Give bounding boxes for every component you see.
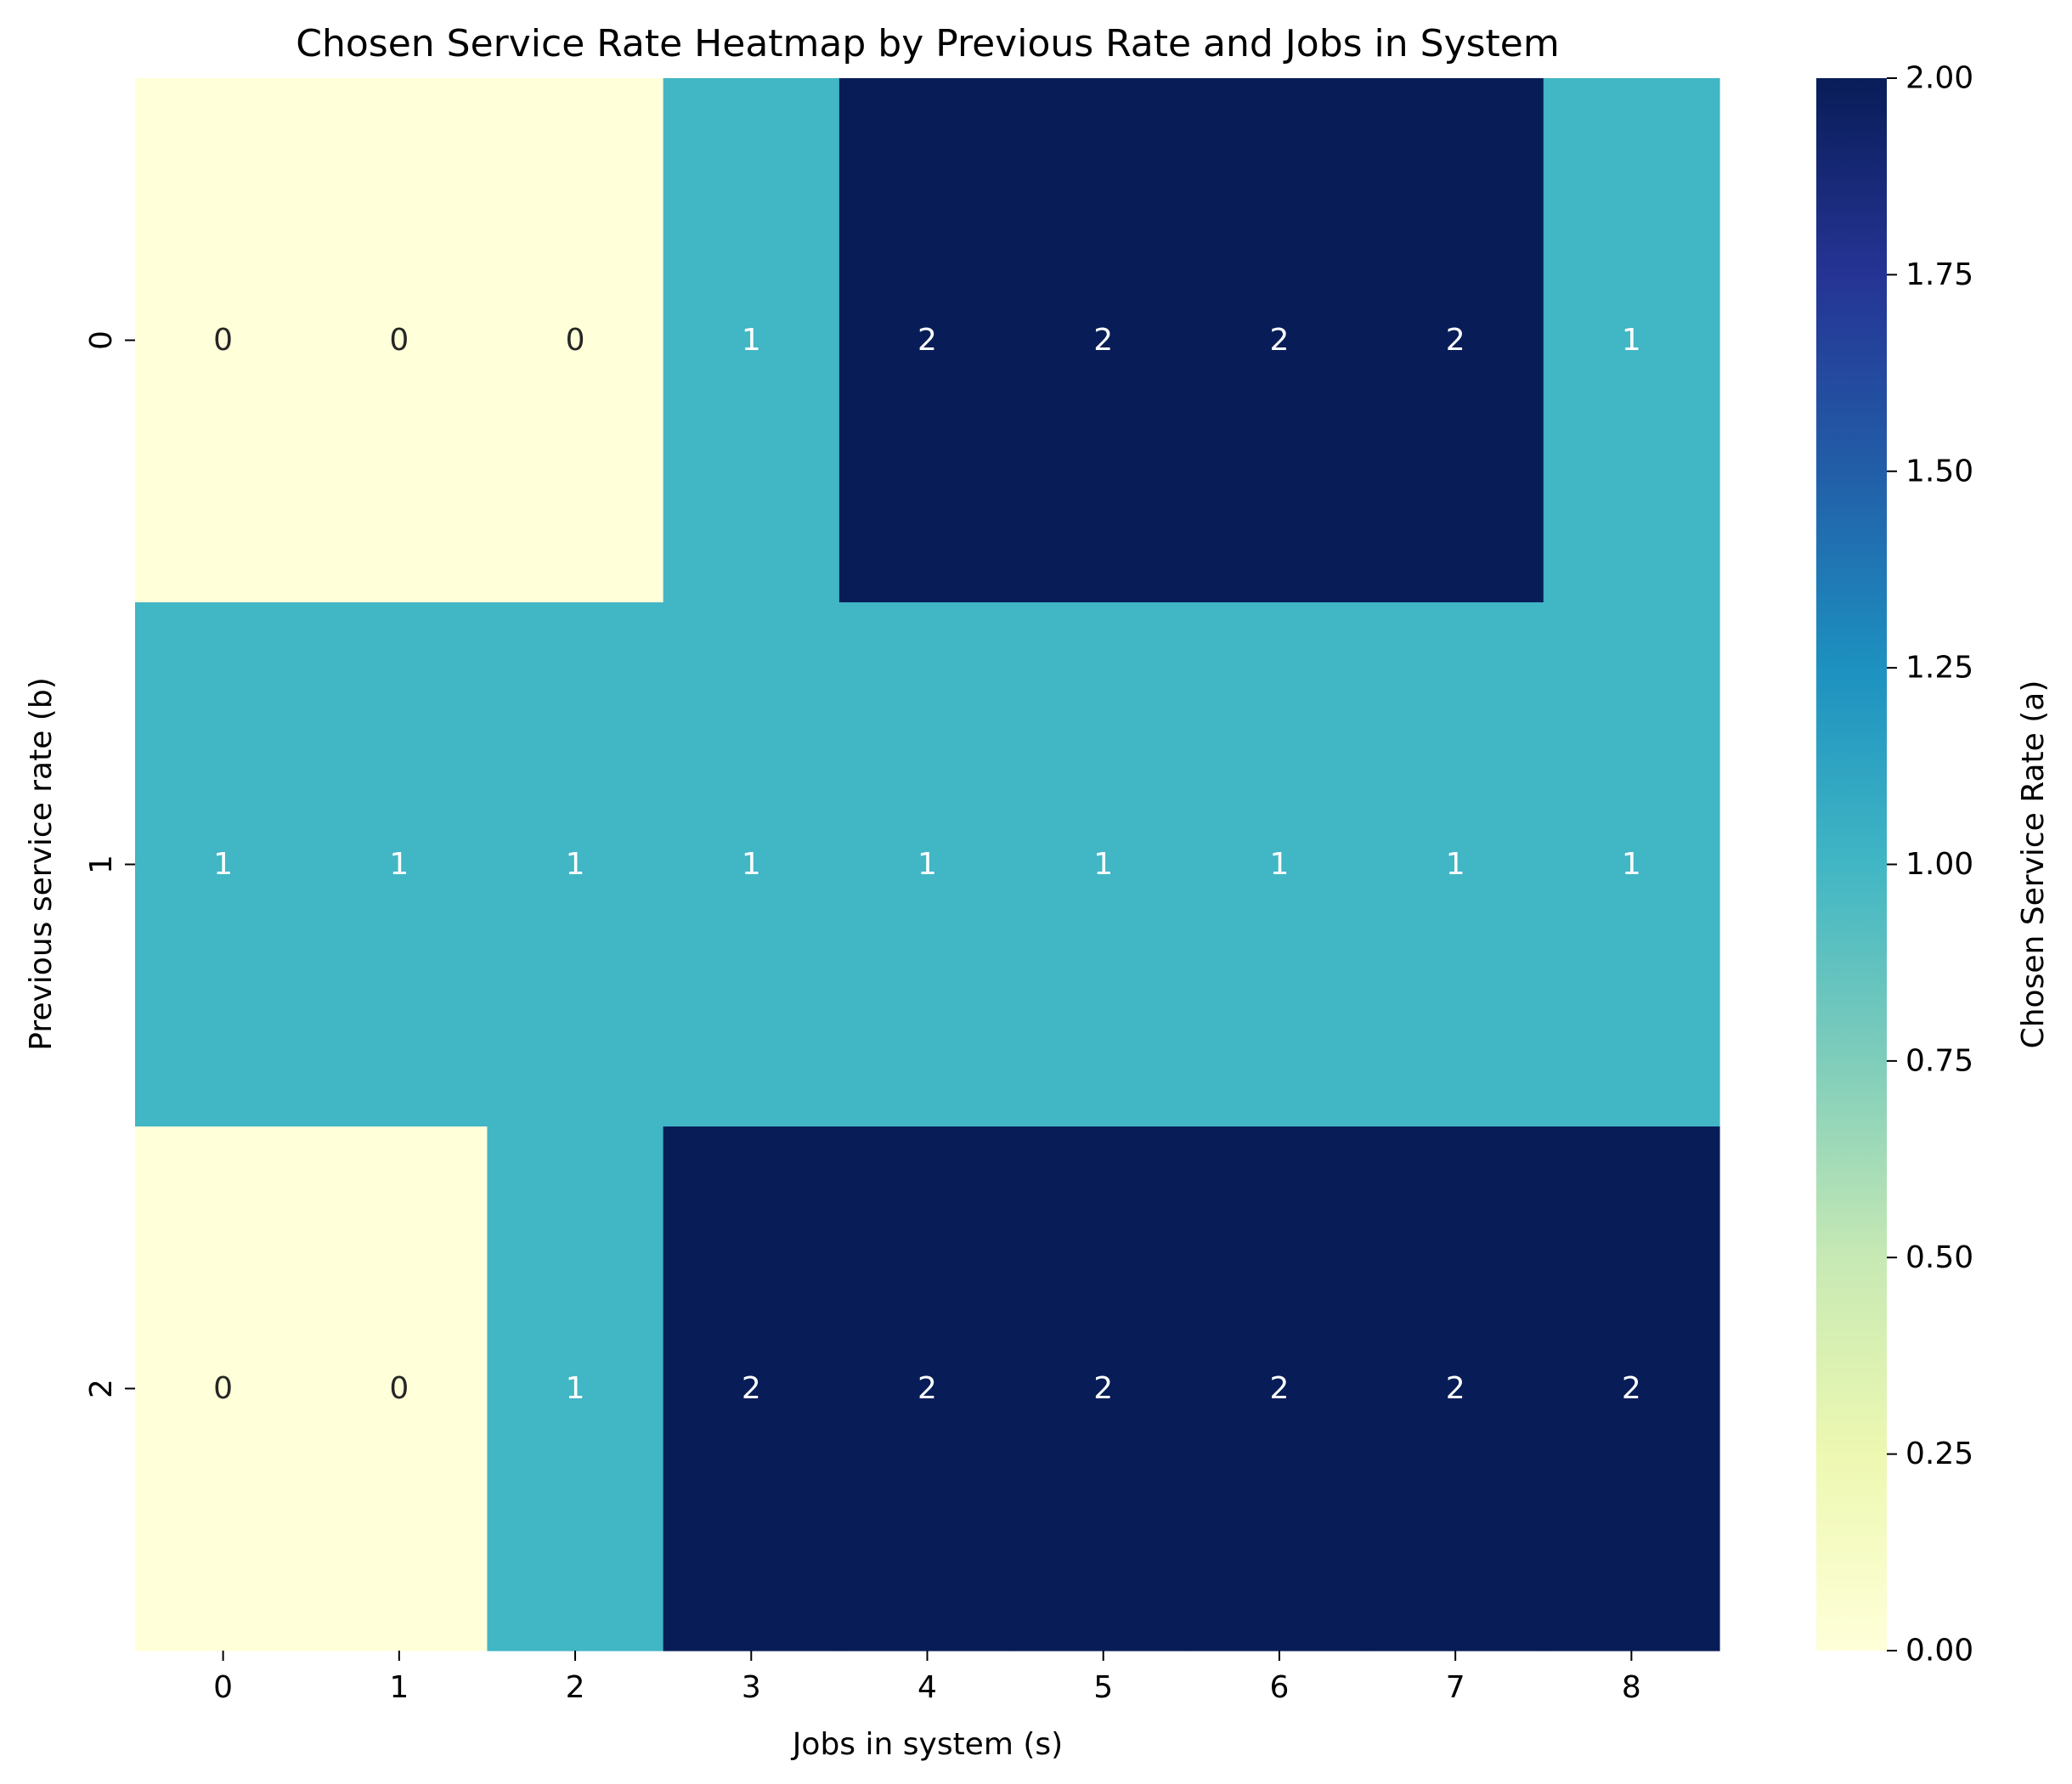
heatmap-cell — [135, 78, 312, 603]
heatmap-cell — [838, 78, 1016, 603]
heatmap-cell — [135, 1126, 312, 1651]
colorbar: 0.00 0.25 0.50 0.75 1.00 1.25 1.50 1.75 2.00 Cho… — [1816, 61, 2051, 1668]
heatmap-cell — [1191, 602, 1369, 1127]
heatmap-cell — [311, 78, 488, 603]
x-axis: 0 1 2 3 4 5 6 7 8 — [213, 1651, 1641, 1705]
x-tick-label: 5 — [1093, 1670, 1113, 1705]
cell-value-label: 2 — [917, 1371, 937, 1406]
y-tick-label: 1 — [84, 855, 119, 874]
heatmap-cell — [487, 602, 664, 1127]
cell-value-label: 1 — [389, 847, 409, 882]
y-tick-label: 2 — [84, 1379, 119, 1398]
x-tick-label: 1 — [389, 1670, 409, 1705]
heatmap-cell — [311, 602, 488, 1127]
heatmap-cell — [1543, 1126, 1720, 1651]
chart-title: Chosen Service Rate Heatmap by Previous … — [296, 22, 1559, 65]
heatmap-cell — [1367, 602, 1544, 1127]
heatmap-cell — [1191, 78, 1369, 603]
heatmap-cell — [838, 602, 1016, 1127]
cell-value-label: 2 — [917, 323, 937, 358]
cell-value-label: 1 — [213, 847, 233, 882]
colorbar-tick-label: 0.00 — [1905, 1634, 1973, 1668]
heatmap-cell — [1015, 78, 1192, 603]
cell-annotations: 0 0 0 1 2 2 2 2 1 1 1 1 1 1 1 1 1 1 0 0 1 2 2 2 2 2 2 — [213, 323, 1641, 1406]
cell-value-label: 2 — [1093, 1371, 1113, 1406]
cell-value-label: 1 — [1093, 847, 1113, 882]
heatmap-cell — [663, 78, 840, 603]
colorbar-tick-label: 1.75 — [1905, 257, 1973, 292]
cell-value-label: 2 — [1446, 323, 1465, 358]
x-tick-label: 2 — [566, 1670, 585, 1705]
colorbar-label: Chosen Service Rate (a) — [2016, 680, 2051, 1049]
x-tick-label: 4 — [917, 1670, 937, 1705]
colorbar-tick-label: 1.50 — [1905, 454, 1973, 488]
cell-value-label: 2 — [1622, 1371, 1641, 1406]
heatmap-cell — [135, 602, 312, 1127]
cell-value-label: 2 — [1269, 1371, 1289, 1406]
x-tick-label: 7 — [1446, 1670, 1465, 1705]
cell-value-label: 1 — [1622, 847, 1641, 882]
colorbar-tick-label: 0.25 — [1905, 1437, 1973, 1471]
cell-value-label: 2 — [1093, 323, 1113, 358]
x-tick-label: 0 — [213, 1670, 233, 1705]
cell-value-label: 0 — [389, 1371, 409, 1406]
heatmap-cell — [1191, 1126, 1369, 1651]
cell-value-label: 1 — [1622, 323, 1641, 358]
heatmap-cell — [1015, 602, 1192, 1127]
colorbar-ticks: 0.00 0.25 0.50 0.75 1.00 1.25 1.50 1.75 2.00 — [1887, 61, 1973, 1668]
cell-value-label: 1 — [917, 847, 937, 882]
y-axis: 0 1 2 — [84, 330, 135, 1398]
heatmap-cells — [135, 78, 1720, 1651]
colorbar-tick-label: 0.50 — [1905, 1240, 1973, 1275]
heatmap-cell — [1367, 78, 1544, 603]
cell-value-label: 1 — [566, 1371, 585, 1406]
y-tick-label: 0 — [84, 330, 119, 350]
y-axis-label: Previous service rate (b) — [24, 677, 59, 1051]
x-axis-label: Jobs in system (s) — [791, 1727, 1063, 1762]
cell-value-label: 2 — [742, 1371, 761, 1406]
heatmap-cell — [487, 1126, 664, 1651]
heatmap-cell — [1543, 602, 1720, 1127]
cell-value-label: 0 — [213, 323, 233, 358]
heatmap-cell — [663, 602, 840, 1127]
cell-value-label: 0 — [566, 323, 585, 358]
heatmap-cell — [838, 1126, 1016, 1651]
x-tick-label: 8 — [1622, 1670, 1641, 1705]
x-tick-label: 3 — [742, 1670, 761, 1705]
heatmap-cell — [1367, 1126, 1544, 1651]
cell-value-label: 0 — [389, 323, 409, 358]
cell-value-label: 1 — [1446, 847, 1465, 882]
x-tick-label: 6 — [1269, 1670, 1289, 1705]
cell-value-label: 1 — [742, 847, 761, 882]
heatmap-cell — [311, 1126, 488, 1651]
colorbar-tick-label: 0.75 — [1905, 1043, 1973, 1078]
cell-value-label: 0 — [213, 1371, 233, 1406]
colorbar-tick-label: 2.00 — [1905, 61, 1973, 96]
cell-value-label: 2 — [1269, 323, 1289, 358]
heatmap-cell — [1015, 1126, 1192, 1651]
cell-value-label: 1 — [566, 847, 585, 882]
cell-value-label: 2 — [1446, 1371, 1465, 1406]
colorbar-gradient — [1816, 78, 1887, 1651]
heatmap-cell — [663, 1126, 840, 1651]
heatmap-cell — [1543, 78, 1720, 603]
cell-value-label: 1 — [1269, 847, 1289, 882]
cell-value-label: 1 — [742, 323, 761, 358]
colorbar-tick-label: 1.25 — [1905, 651, 1973, 686]
heatmap-cell — [487, 78, 664, 603]
colorbar-tick-label: 1.00 — [1905, 847, 1973, 882]
